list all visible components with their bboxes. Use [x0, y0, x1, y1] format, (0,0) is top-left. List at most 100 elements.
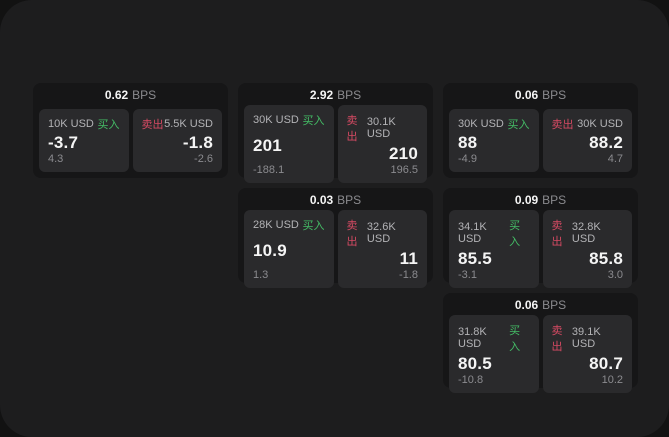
sell-panel-top: 卖出 39.1K USD — [552, 322, 624, 354]
buy-delta: 1.3 — [253, 269, 269, 281]
panels-row: 30K USD 买入 201 -188.1 卖出 30.1K USD 210 1… — [244, 105, 427, 183]
panels-row: 30K USD 买入 88 -4.9 卖出 30K USD 88.2 4.7 — [449, 109, 632, 172]
buy-price: 88 — [458, 132, 478, 152]
buy-price: -3.7 — [48, 132, 79, 152]
sell-price: 88.2 — [589, 132, 623, 152]
quote-card: 0.03 BPS 28K USD 买入 10.9 1.3 卖出 32.6K US… — [238, 188, 433, 288]
buy-delta: -10.8 — [458, 374, 484, 386]
sell-side-label: 卖出 — [346, 115, 358, 143]
bps-value: 2.92 — [309, 88, 334, 102]
buy-panel-top: 30K USD 买入 — [458, 116, 530, 132]
buy-delta: -188.1 — [253, 164, 285, 176]
sell-side-label: 卖出 — [141, 119, 164, 131]
buy-panel[interactable]: 30K USD 买入 201 -188.1 — [244, 105, 334, 183]
buy-size: 28K USD — [253, 219, 299, 231]
sell-size: 30K USD — [577, 118, 623, 130]
buy-panel[interactable]: 34.1K USD 买入 85.5 -3.1 — [449, 210, 539, 288]
sell-side-label: 卖出 — [551, 119, 574, 131]
quote-card: 0.06 BPS 30K USD 买入 88 -4.9 卖出 30K USD 8… — [443, 83, 638, 178]
buy-price: 201 — [253, 136, 282, 155]
sell-panel-top: 卖出 32.8K USD — [552, 217, 624, 249]
sell-side-label: 卖出 — [346, 220, 358, 248]
sell-panel-top: 卖出 5.5K USD — [142, 116, 214, 132]
sell-size: 5.5K USD — [164, 118, 213, 130]
buy-side-label: 买入 — [302, 115, 325, 127]
panels-row: 10K USD 买入 -3.7 4.3 卖出 5.5K USD -1.8 -2.… — [39, 109, 222, 172]
buy-panel[interactable]: 28K USD 买入 10.9 1.3 — [244, 210, 334, 288]
bps-unit-label: BPS — [542, 298, 567, 312]
sell-delta: 3.0 — [607, 269, 623, 281]
quote-card: 2.92 BPS 30K USD 买入 201 -188.1 卖出 30.1K … — [238, 83, 433, 183]
buy-side-label: 买入 — [97, 119, 120, 131]
sell-panel[interactable]: 卖出 30.1K USD 210 196.5 — [337, 105, 427, 183]
sell-price: -1.8 — [182, 132, 213, 152]
bps-header: 0.06 BPS — [449, 88, 632, 106]
buy-side-label: 买入 — [509, 325, 521, 353]
sell-panel[interactable]: 卖出 30K USD 88.2 4.7 — [542, 109, 632, 172]
sell-panel[interactable]: 卖出 32.6K USD 11 -1.8 — [337, 210, 427, 288]
buy-panel-top: 34.1K USD 买入 — [458, 217, 530, 249]
buy-price: 85.5 — [458, 249, 492, 268]
bps-value: 0.06 — [514, 298, 539, 312]
buy-delta: -3.1 — [458, 269, 477, 281]
sell-panel[interactable]: 卖出 5.5K USD -1.8 -2.6 — [132, 109, 222, 172]
sell-side-label: 卖出 — [551, 325, 563, 353]
bps-value: 0.06 — [514, 88, 539, 102]
buy-size: 10K USD — [48, 118, 94, 130]
bps-unit-label: BPS — [337, 193, 362, 207]
buy-size: 31.8K USD — [458, 326, 487, 350]
sell-price: 11 — [399, 249, 418, 268]
sell-side-label: 卖出 — [551, 220, 563, 248]
bps-unit-label: BPS — [132, 88, 157, 102]
sell-panel-top: 卖出 32.6K USD — [347, 217, 419, 249]
quote-card-grid: 0.62 BPS 10K USD 买入 -3.7 4.3 卖出 5.5K USD… — [33, 83, 638, 393]
sell-price: 80.7 — [589, 354, 623, 373]
buy-panel-top: 31.8K USD 买入 — [458, 322, 530, 354]
buy-panel[interactable]: 31.8K USD 买入 80.5 -10.8 — [449, 315, 539, 393]
buy-delta: -4.9 — [458, 153, 477, 165]
buy-delta: 4.3 — [48, 153, 64, 165]
sell-panel[interactable]: 卖出 39.1K USD 80.7 10.2 — [542, 315, 632, 393]
bps-value: 0.62 — [104, 88, 129, 102]
sell-panel-top: 卖出 30.1K USD — [347, 112, 419, 144]
bps-value: 0.09 — [514, 193, 539, 207]
sell-size: 32.6K USD — [366, 221, 396, 245]
buy-size: 30K USD — [458, 118, 504, 130]
quote-card: 0.62 BPS 10K USD 买入 -3.7 4.3 卖出 5.5K USD… — [33, 83, 228, 178]
sell-price: 210 — [389, 144, 418, 163]
quote-card: 0.06 BPS 31.8K USD 买入 80.5 -10.8 卖出 39.1… — [443, 293, 638, 393]
buy-side-label: 买入 — [507, 119, 530, 131]
bps-header: 0.06 BPS — [449, 298, 632, 312]
buy-side-label: 买入 — [509, 220, 521, 248]
sell-size: 32.8K USD — [571, 221, 601, 245]
buy-panel-top: 28K USD 买入 — [253, 217, 325, 233]
sell-panel[interactable]: 卖出 32.8K USD 85.8 3.0 — [542, 210, 632, 288]
panels-row: 28K USD 买入 10.9 1.3 卖出 32.6K USD 11 -1.8 — [244, 210, 427, 288]
buy-side-label: 买入 — [302, 220, 325, 232]
bps-header: 0.09 BPS — [449, 193, 632, 207]
buy-price: 80.5 — [458, 354, 492, 373]
sell-delta: -2.6 — [194, 153, 213, 165]
bps-header: 2.92 BPS — [244, 88, 427, 102]
bps-header: 0.62 BPS — [39, 88, 222, 106]
buy-size: 30K USD — [253, 114, 299, 126]
sell-size: 39.1K USD — [571, 326, 601, 350]
bps-unit-label: BPS — [337, 88, 362, 102]
buy-price: 10.9 — [253, 241, 287, 260]
buy-panel[interactable]: 30K USD 买入 88 -4.9 — [449, 109, 539, 172]
quote-card: 0.09 BPS 34.1K USD 买入 85.5 -3.1 卖出 32.8K… — [443, 188, 638, 288]
buy-panel-top: 10K USD 买入 — [48, 116, 120, 132]
buy-panel-top: 30K USD 买入 — [253, 112, 325, 128]
bps-unit-label: BPS — [542, 193, 567, 207]
panels-row: 31.8K USD 买入 80.5 -10.8 卖出 39.1K USD 80.… — [449, 315, 632, 393]
sell-price: 85.8 — [589, 249, 623, 268]
buy-panel[interactable]: 10K USD 买入 -3.7 4.3 — [39, 109, 129, 172]
bps-value: 0.03 — [309, 193, 334, 207]
sell-delta: 10.2 — [601, 374, 623, 386]
panels-row: 34.1K USD 买入 85.5 -3.1 卖出 32.8K USD 85.8… — [449, 210, 632, 288]
sell-delta: 196.5 — [390, 164, 418, 176]
sell-panel-top: 卖出 30K USD — [552, 116, 624, 132]
sell-delta: -1.8 — [399, 269, 418, 281]
bps-unit-label: BPS — [542, 88, 567, 102]
buy-size: 34.1K USD — [458, 221, 487, 245]
